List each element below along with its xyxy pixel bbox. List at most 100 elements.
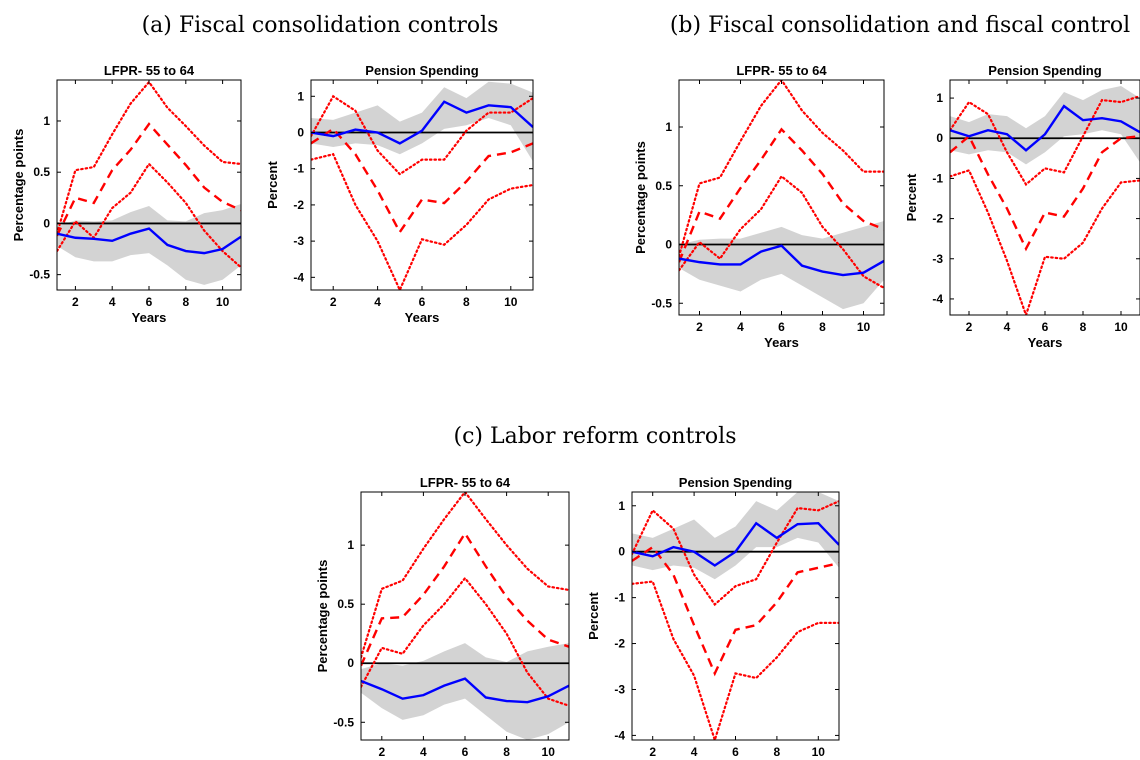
x-tick-label: 4 <box>691 745 698 759</box>
x-tick-label: 6 <box>462 745 469 759</box>
red-upper-bound-line <box>679 80 884 258</box>
red-upper-bound-line <box>950 94 1140 187</box>
y-axis-label: Percent <box>904 173 919 221</box>
chart-title: LFPR- 55 to 64 <box>420 475 511 490</box>
chart-title: LFPR- 55 to 64 <box>736 63 827 78</box>
blue-estimate-line <box>950 104 1140 152</box>
y-tick-label: 0 <box>43 216 50 230</box>
red-upper-bound-line <box>311 94 533 176</box>
x-tick-label: 6 <box>732 745 739 759</box>
x-tick-label: 6 <box>1042 320 1049 334</box>
x-tick-label: 8 <box>182 295 189 309</box>
y-tick-label: 1 <box>347 538 354 552</box>
plot-area <box>950 86 1140 315</box>
confidence-band <box>632 492 839 580</box>
y-axis-label: Percentage points <box>11 129 26 242</box>
chart-a-pension: 2 4 6 8 10 -4 -3 -2 -1 0 1 Pension Spending Years Per… <box>265 63 534 325</box>
x-tick-label: 10 <box>542 745 556 759</box>
red-lower-bound-line <box>57 162 241 269</box>
red-dashed-estimate-line <box>632 545 839 677</box>
x-tick-label: 2 <box>696 320 703 334</box>
x-tick-label: 8 <box>503 745 510 759</box>
plot-area <box>632 492 839 740</box>
red-lower-bound-line <box>311 152 533 290</box>
y-tick-label: -3 <box>614 682 625 696</box>
y-tick-label: -4 <box>293 270 304 284</box>
chart-b-lfpr: 2 4 6 8 10 -0.5 0 0.5 1 LFPR- 55 to 64 Years Percen… <box>633 63 885 350</box>
x-tick-label: 10 <box>857 320 871 334</box>
blue-estimate-line <box>311 100 533 145</box>
y-tick-label: 1 <box>618 499 625 513</box>
red-dashed-estimate-line <box>950 134 1140 252</box>
y-tick-label: 0 <box>936 131 943 145</box>
y-tick-label: 1 <box>43 114 50 128</box>
x-tick-label: 4 <box>737 320 744 334</box>
panel-b-title: (b) Fiscal consolidation and fiscal cont… <box>670 13 1130 38</box>
y-tick-label: -2 <box>293 198 304 212</box>
x-tick-label: 8 <box>463 295 470 309</box>
panel-a-title: (a) Fiscal consolidation controls <box>142 13 499 38</box>
y-axis-label: Percentage points <box>315 560 330 673</box>
confidence-band <box>311 81 533 162</box>
x-axis-label: Years <box>1028 335 1063 350</box>
x-tick-label: 6 <box>778 320 785 334</box>
x-axis-label: Years <box>405 310 440 325</box>
plot-area <box>57 80 241 285</box>
y-tick-label: 1 <box>665 120 672 134</box>
x-tick-label: 8 <box>819 320 826 334</box>
x-axis-label: Years <box>764 335 799 350</box>
y-tick-label: -2 <box>932 212 943 226</box>
plot-area <box>361 492 569 740</box>
chart-b-pension: 2 4 6 8 10 -4 -3 -2 -1 0 1 Pension Spending Years Per… <box>904 63 1140 350</box>
x-tick-label: 8 <box>774 745 781 759</box>
x-tick-label: 2 <box>378 745 385 759</box>
confidence-band <box>679 221 884 310</box>
y-tick-label: 0 <box>297 126 304 140</box>
y-tick-label: -1 <box>614 591 625 605</box>
y-tick-label: -3 <box>293 234 304 248</box>
x-tick-label: 4 <box>1004 320 1011 334</box>
y-tick-label: -3 <box>932 252 943 266</box>
y-tick-label: 1 <box>297 89 304 103</box>
y-tick-label: 0.5 <box>337 597 354 611</box>
red-upper-bound-line <box>361 492 569 659</box>
red-upper-bound-line <box>632 500 839 607</box>
y-tick-label: -0.5 <box>333 715 354 729</box>
x-tick-label: 2 <box>966 320 973 334</box>
y-tick-label: -0.5 <box>651 296 672 310</box>
y-axis-label: Percent <box>265 160 280 208</box>
x-tick-label: 8 <box>1080 320 1087 334</box>
x-tick-label: 4 <box>374 295 381 309</box>
red-dashed-estimate-line <box>679 127 884 263</box>
y-tick-label: 0.5 <box>33 165 50 179</box>
blue-estimate-line <box>361 677 569 704</box>
y-tick-label: 1 <box>936 91 943 105</box>
x-tick-label: 4 <box>420 745 427 759</box>
x-tick-label: 6 <box>146 295 153 309</box>
x-tick-label: 6 <box>419 295 426 309</box>
red-dashed-estimate-line <box>311 127 533 235</box>
y-axis-label: Percent <box>586 591 601 639</box>
chart-title: Pension Spending <box>679 475 792 490</box>
chart-a-lfpr: 2 4 6 8 10 -0.5 0 0.5 1 LFPR- 55 to 64 Years Percen… <box>11 63 242 325</box>
x-tick-label: 10 <box>504 295 518 309</box>
plot-area <box>679 80 884 310</box>
red-dashed-estimate-line <box>57 122 241 237</box>
x-axis-label: Years <box>132 310 167 325</box>
y-axis-label: Percentage points <box>633 141 648 254</box>
y-tick-label: -1 <box>293 162 304 176</box>
y-tick-label: -4 <box>614 728 625 742</box>
chart-title: LFPR- 55 to 64 <box>104 63 195 78</box>
x-tick-label: 2 <box>330 295 337 309</box>
red-lower-bound-line <box>950 169 1140 315</box>
confidence-band <box>57 203 241 285</box>
blue-estimate-line <box>679 244 884 277</box>
y-tick-label: 0 <box>618 545 625 559</box>
plot-area <box>311 81 533 290</box>
y-tick-label: -1 <box>932 171 943 185</box>
panel-c-title: (c) Labor reform controls <box>453 424 736 449</box>
y-tick-label: -2 <box>614 637 625 651</box>
